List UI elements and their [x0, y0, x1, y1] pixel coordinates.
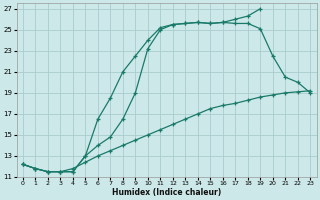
X-axis label: Humidex (Indice chaleur): Humidex (Indice chaleur)	[112, 188, 221, 197]
